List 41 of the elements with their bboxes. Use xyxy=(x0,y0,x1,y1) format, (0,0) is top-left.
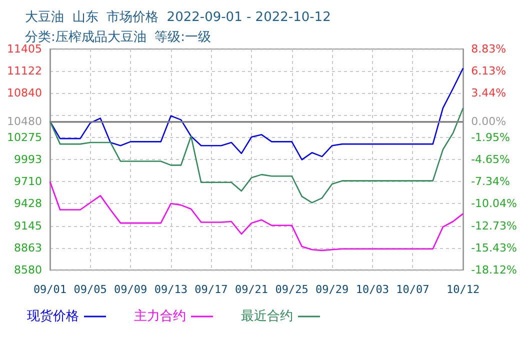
legend-label: 最近合约 xyxy=(241,309,293,324)
y2-tick-label: 8.83% xyxy=(471,42,506,56)
y2-tick-label: -1.95% xyxy=(471,130,510,144)
y2-tick-label: -7.34% xyxy=(471,175,510,188)
y-tick-label: 11122 xyxy=(7,64,42,78)
x-tick-label: 10/03 xyxy=(356,283,389,296)
x-tick-label: 09/01 xyxy=(33,283,67,296)
y-tick-label: 10275 xyxy=(7,130,42,144)
chart-subtitle: 分类:压榨成品大豆油 等级:一级 xyxy=(25,30,212,45)
x-tick-label: 10/07 xyxy=(396,283,430,296)
y2-tick-label: -18.12% xyxy=(471,264,518,276)
chart-title: 大豆油 山东 市场价格 2022-09-01 - 2022-10-12 xyxy=(25,10,331,25)
x-tick-label: 09/21 xyxy=(234,283,268,296)
y-tick-label: 9993 xyxy=(14,152,42,166)
y-tick-label: 8580 xyxy=(14,264,42,276)
y-tick-label: 10480 xyxy=(7,114,42,128)
y-tick-label: 9428 xyxy=(14,197,42,210)
line-series xyxy=(49,107,464,204)
y-tick-label: 9145 xyxy=(14,219,42,232)
y-tick-label: 8863 xyxy=(14,241,42,254)
x-tick-label: 10/12 xyxy=(446,283,480,296)
x-tick-label: 09/13 xyxy=(154,283,188,296)
y2-tick-label: 0.00% xyxy=(471,114,506,128)
y2-tick-label: -15.43% xyxy=(471,241,518,254)
line-series xyxy=(49,68,464,160)
x-tick-label: 09/29 xyxy=(316,283,349,296)
y-tick-label: 9710 xyxy=(14,175,42,188)
y2-tick-label: 3.44% xyxy=(471,86,506,100)
legend-label: 主力合约 xyxy=(134,308,186,324)
y2-tick-label: -12.73% xyxy=(471,219,518,232)
x-tick-label: 09/25 xyxy=(275,283,308,296)
x-tick-label: 09/09 xyxy=(114,283,148,296)
y-tick-label: 10840 xyxy=(7,86,42,100)
x-tick-label: 09/05 xyxy=(74,283,107,296)
line-series xyxy=(49,180,464,252)
legend-label: 现货价格 xyxy=(27,309,79,324)
y2-tick-label: -10.04% xyxy=(471,197,518,210)
x-tick-label: 09/17 xyxy=(194,283,228,296)
y-tick-label: 11405 xyxy=(7,42,42,56)
y2-tick-label: -4.65% xyxy=(471,153,510,166)
y2-tick-label: 6.13% xyxy=(471,64,506,78)
